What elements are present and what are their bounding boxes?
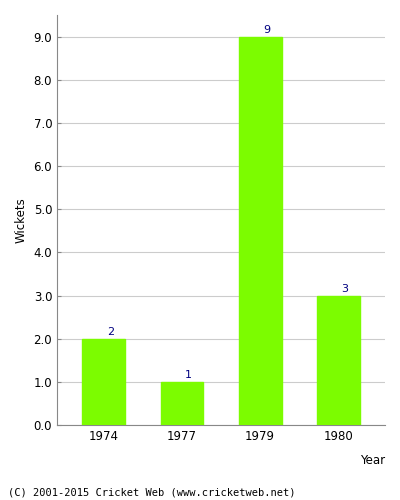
- Bar: [317, 296, 360, 425]
- Text: 2: 2: [107, 327, 114, 337]
- Y-axis label: Wickets: Wickets: [15, 197, 28, 243]
- Text: 3: 3: [341, 284, 348, 294]
- Text: 9: 9: [263, 25, 270, 35]
- Text: 1: 1: [185, 370, 192, 380]
- Bar: [160, 382, 204, 425]
- Text: Year: Year: [360, 454, 385, 467]
- Bar: [82, 338, 125, 425]
- Text: (C) 2001-2015 Cricket Web (www.cricketweb.net): (C) 2001-2015 Cricket Web (www.cricketwe…: [8, 488, 296, 498]
- Bar: [238, 36, 282, 425]
